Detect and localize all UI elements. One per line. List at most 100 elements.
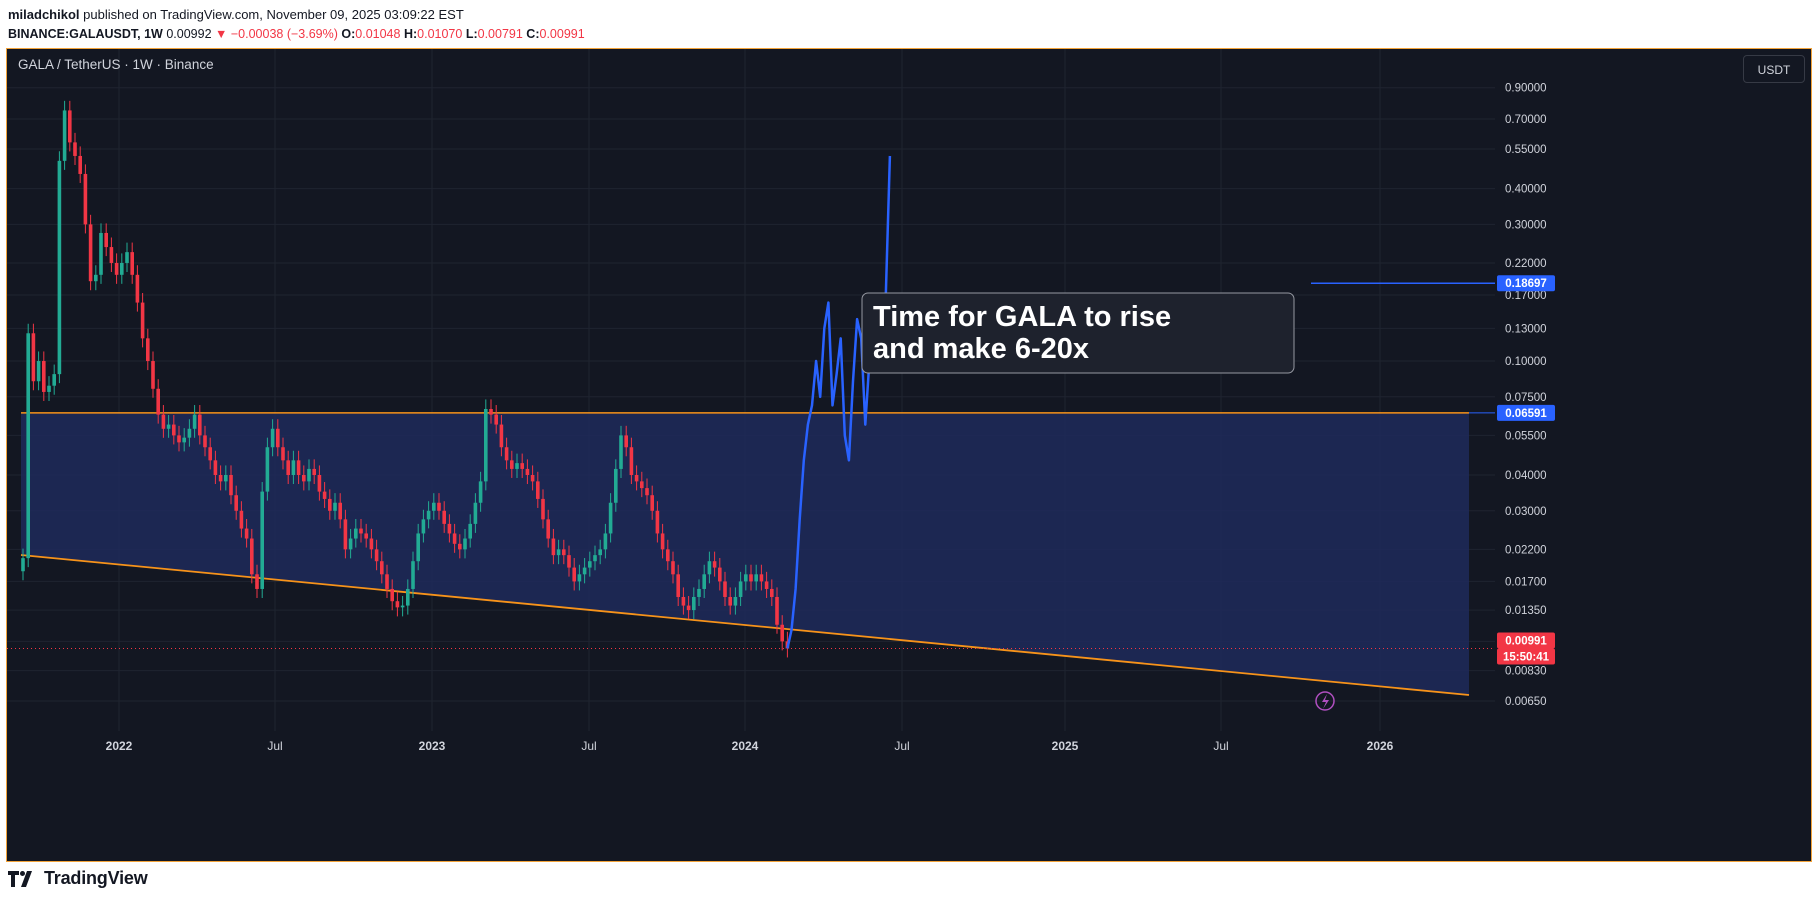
candle-body — [296, 460, 301, 475]
y-axis-label: 0.10000 — [1505, 356, 1547, 368]
candle-body — [328, 498, 332, 511]
candle-body — [416, 533, 420, 562]
candle-body — [120, 262, 124, 275]
candle-body — [172, 424, 176, 436]
candle-body — [510, 460, 514, 469]
candle-body — [281, 447, 285, 461]
candle-body — [499, 424, 504, 448]
open-label: O: — [341, 27, 356, 41]
candle-body — [239, 510, 244, 529]
x-axis-label: 2023 — [419, 739, 446, 753]
candle-body — [130, 252, 134, 275]
footer-brand: TradingView — [44, 868, 148, 888]
candle-body — [478, 481, 483, 503]
candle-body — [598, 549, 602, 556]
candle-body — [218, 474, 223, 482]
candle-body — [754, 574, 758, 582]
y-axis-label: 0.00830 — [1505, 666, 1547, 678]
candle-body — [520, 463, 524, 469]
candle-body — [302, 474, 306, 482]
candle-body — [733, 596, 738, 606]
price-badge — [1497, 404, 1555, 421]
candle-body — [473, 502, 478, 524]
candle-body — [723, 581, 727, 597]
y-axis-label: 0.05500 — [1505, 430, 1547, 442]
candle-body — [718, 567, 722, 582]
candle-body — [650, 495, 654, 511]
candle-body — [94, 274, 98, 282]
currency-button[interactable]: USDT — [1743, 55, 1805, 83]
candle-body — [68, 110, 72, 143]
candle-body — [603, 533, 608, 550]
candle-body — [655, 510, 660, 534]
publish-info: miladchikol published on TradingView.com… — [8, 6, 464, 24]
candle-body — [759, 574, 764, 582]
candle-body — [83, 173, 88, 225]
y-axis-label: 0.90000 — [1505, 83, 1547, 95]
candle-body — [385, 574, 389, 589]
candle-body — [546, 519, 550, 539]
candle-body — [411, 561, 415, 589]
candle-body — [338, 502, 342, 520]
y-axis-label: 0.13000 — [1505, 323, 1547, 335]
candle-body — [702, 574, 706, 589]
chart-symbol-title: GALA / TetherUS · 1W · Binance — [18, 57, 214, 72]
candle-body — [780, 624, 784, 642]
candle-body — [213, 460, 218, 475]
chart-frame[interactable]: 2022 Jul 2023 Jul 2024 Jul 2025 Jul 2026 0.90000 0… — [6, 48, 1812, 862]
x-axis-label: Jul — [1213, 739, 1228, 753]
candle-body — [572, 567, 576, 582]
candle-body — [374, 549, 379, 562]
candle-body — [624, 435, 628, 448]
y-axis-label: 0.01700 — [1505, 576, 1547, 588]
candle-body — [562, 549, 566, 556]
candle-body — [114, 262, 119, 275]
candle-body — [447, 523, 452, 534]
candle-body — [203, 435, 207, 448]
x-axis-label: Jul — [267, 739, 282, 753]
candle-body — [426, 510, 431, 520]
y-axis-label: 0.30000 — [1505, 219, 1547, 231]
price-chart[interactable]: 2022 Jul 2023 Jul 2024 Jul 2025 Jul 2026 0.90000 0… — [7, 49, 1811, 861]
candle-body — [359, 528, 363, 534]
candle-body — [156, 388, 160, 415]
candle-body — [198, 414, 202, 436]
candle-body — [744, 574, 748, 582]
author-name[interactable]: miladchikol — [8, 7, 80, 22]
candle-body — [78, 155, 82, 174]
price-badge — [1497, 275, 1555, 292]
candle-body — [629, 447, 634, 475]
candle-body — [463, 538, 467, 550]
candle-body — [151, 361, 155, 389]
annotation-line: Time for GALA to rise — [873, 301, 1171, 333]
candle-body — [468, 523, 472, 539]
high-value: 0.01070 — [417, 27, 463, 41]
candle-body — [177, 435, 181, 443]
candle-body — [333, 502, 337, 511]
price-badge — [1497, 648, 1555, 665]
last-price: 0.00992 — [166, 27, 212, 41]
candle-body — [764, 581, 769, 589]
candle-body — [577, 574, 582, 582]
candle-body — [135, 274, 140, 303]
candle-body — [619, 435, 623, 469]
y-axis-label: 0.22000 — [1505, 258, 1547, 270]
candle-body — [276, 428, 280, 448]
candle-body — [73, 142, 77, 156]
candle-body — [442, 510, 446, 524]
candle-body — [536, 481, 540, 499]
open-value: 0.01048 — [355, 27, 401, 41]
close-value: 0.00991 — [539, 27, 585, 41]
candle-body — [556, 549, 561, 556]
candle-body — [380, 561, 384, 575]
candle-body — [317, 474, 322, 492]
x-axis-label: 2024 — [732, 739, 759, 753]
candle-body — [676, 574, 680, 597]
candle-body — [484, 408, 488, 482]
candle-body — [712, 561, 717, 568]
candle-body — [640, 481, 644, 489]
candle-body — [192, 414, 197, 429]
candle-body — [489, 408, 493, 415]
candle-body — [182, 437, 186, 443]
candle-body — [432, 502, 436, 511]
